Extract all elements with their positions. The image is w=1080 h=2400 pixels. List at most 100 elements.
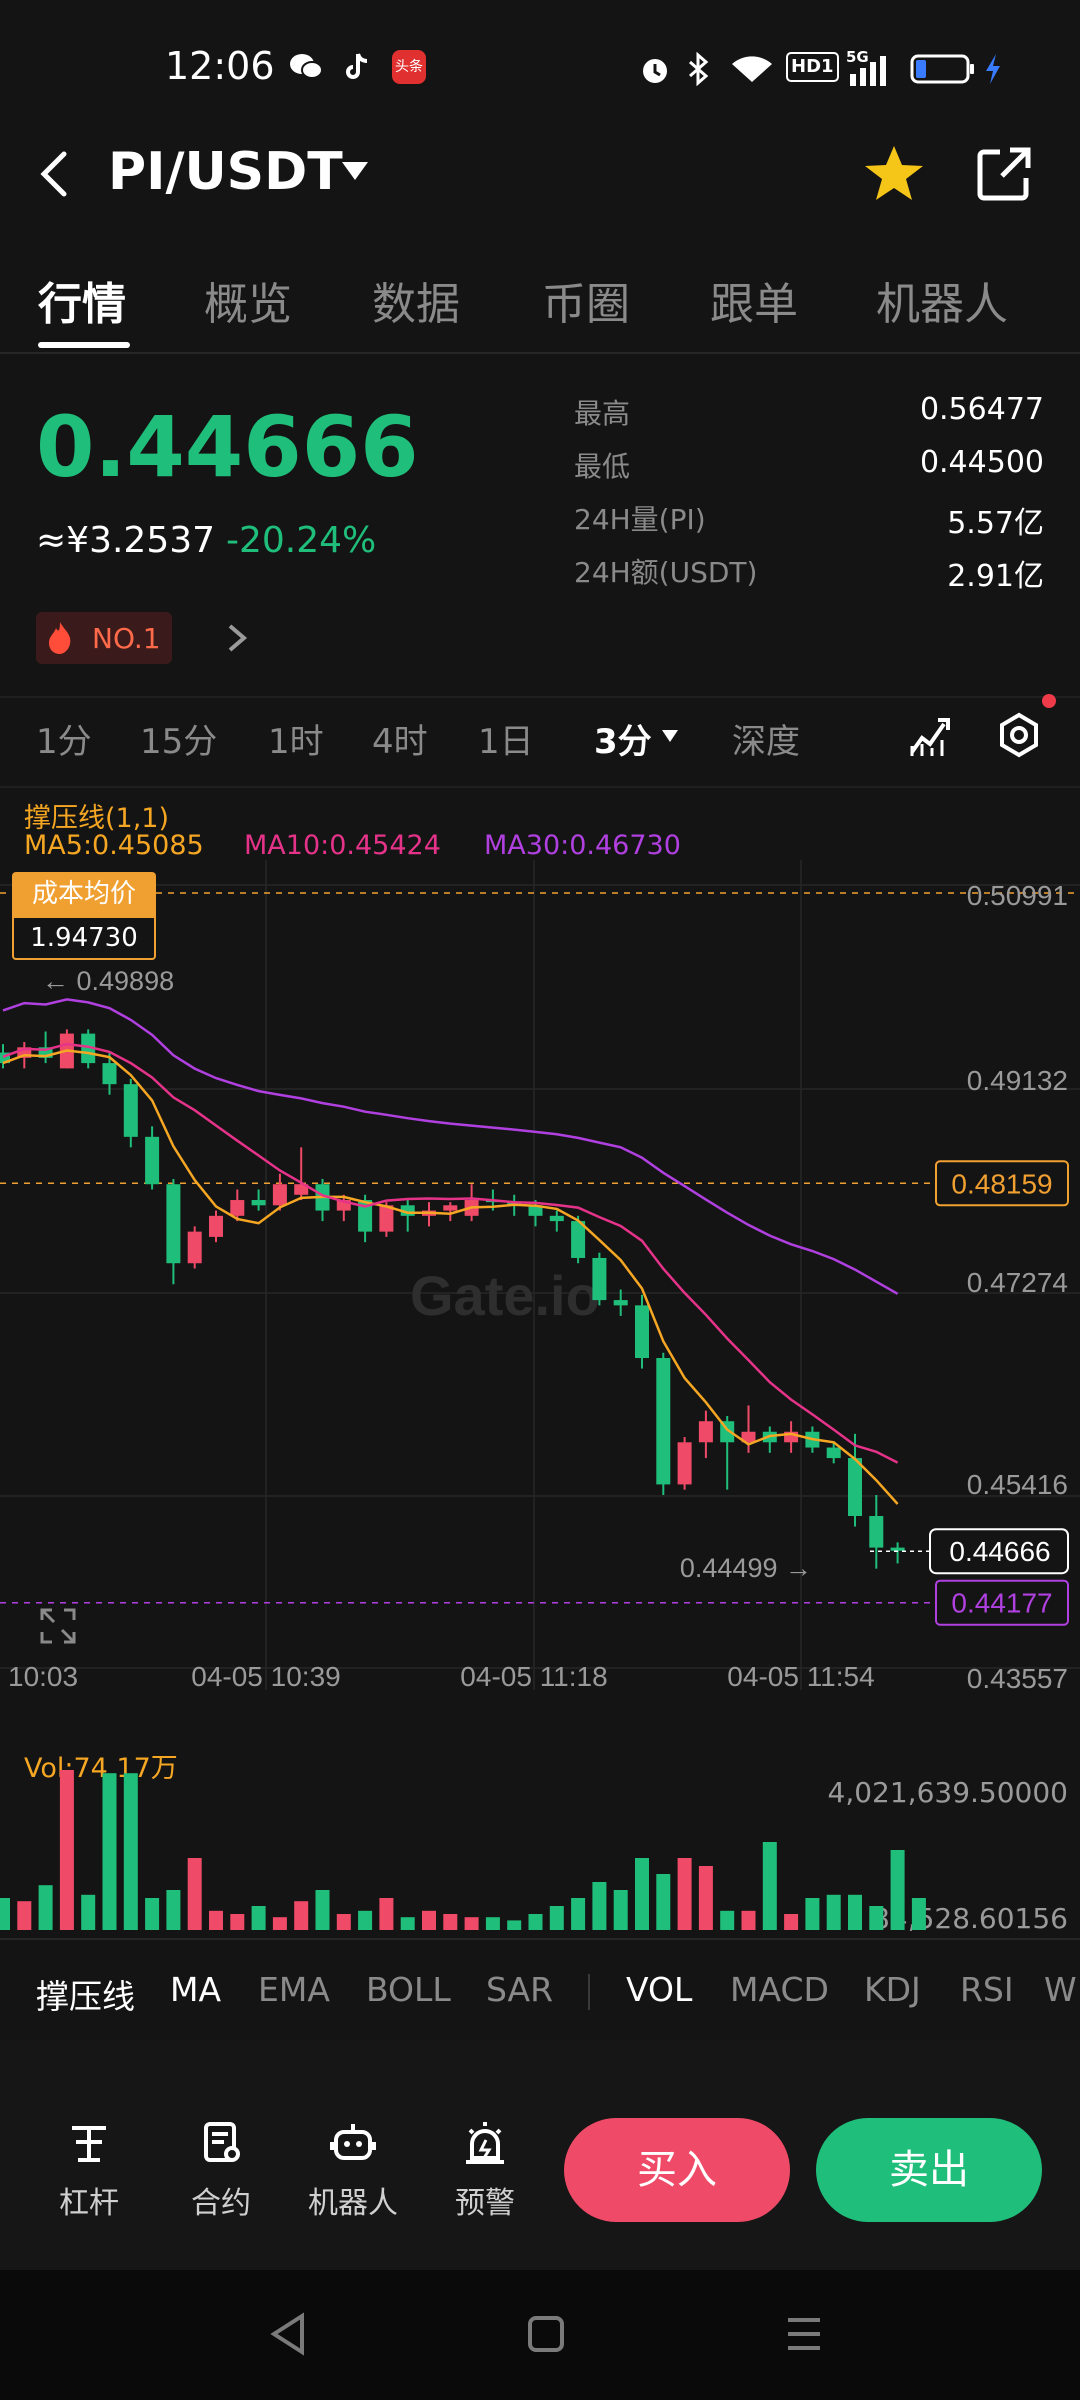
- sell-button[interactable]: 卖出: [816, 2118, 1042, 2222]
- battery-icon: [910, 52, 976, 84]
- ind-tab-support[interactable]: 撑压线: [36, 1977, 135, 2016]
- star-icon[interactable]: [862, 142, 926, 208]
- tool-alert[interactable]: 预警: [430, 2120, 540, 2222]
- candle-body: [400, 1205, 415, 1216]
- volume-bar: [145, 1898, 160, 1930]
- volume-bar: [81, 1894, 96, 1930]
- fire-icon: [46, 620, 74, 660]
- tool-contract[interactable]: 合约: [166, 2120, 276, 2222]
- volume-bar: [890, 1850, 905, 1930]
- high-marker: ← 0.49898: [42, 966, 174, 996]
- candle-body: [145, 1136, 160, 1185]
- divider: [0, 696, 1080, 698]
- ind-tab-rsi[interactable]: RSI: [960, 1970, 1014, 2009]
- candlestick-chart[interactable]: Gate.io 0.50991 0.49132 0.47274 0.45416 0.435…: [0, 860, 1080, 1690]
- y-tick-label: 0.43557: [967, 1663, 1068, 1690]
- tab-market[interactable]: 行情: [38, 279, 126, 330]
- candle-body: [166, 1184, 181, 1264]
- nav-back-icon[interactable]: [268, 2312, 308, 2360]
- volume-bar: [635, 1858, 649, 1930]
- indicator-icon[interactable]: [908, 712, 952, 762]
- volume-bar: [17, 1901, 32, 1930]
- ma5-legend: MA5:0.45085: [24, 830, 204, 861]
- interval-1h[interactable]: 1时: [268, 722, 324, 762]
- tool-robot[interactable]: 机器人: [298, 2120, 408, 2222]
- stat-low-value: 0.44500: [919, 445, 1044, 480]
- support-line-legend: 撑压线(1,1): [24, 803, 170, 834]
- volume-bar: [656, 1874, 671, 1930]
- stat-amount-label: 24H额(USDT): [574, 556, 758, 589]
- interval-1d[interactable]: 1日: [478, 722, 534, 762]
- ind-tab-boll[interactable]: BOLL: [366, 1970, 451, 2009]
- candle-body: [826, 1447, 841, 1459]
- ind-tab-macd[interactable]: MACD: [730, 1970, 829, 2009]
- x-tick-label: 10:03: [8, 1661, 78, 1690]
- tab-copytrade[interactable]: 跟单: [710, 279, 798, 330]
- interval-3m[interactable]: 3分: [594, 722, 652, 762]
- volume-max-label: 4,021,639.50000: [827, 1776, 1068, 1809]
- volume-bar: [592, 1882, 607, 1930]
- candle-body: [379, 1205, 394, 1232]
- fullscreen-icon[interactable]: [38, 1606, 78, 1650]
- tool-leverage[interactable]: 杠杆: [34, 2120, 144, 2222]
- stat-amount-value: 2.91亿: [947, 559, 1044, 594]
- rank-label: NO.1: [92, 622, 161, 655]
- divider: [0, 1938, 1080, 1940]
- nav-home-icon[interactable]: [526, 2314, 566, 2358]
- volume-chart: [0, 1770, 926, 1930]
- nav-menu-icon[interactable]: [784, 2314, 824, 2358]
- resistance-label: 0.48159: [951, 1168, 1052, 1199]
- volume-bar: [741, 1910, 756, 1930]
- tab-overview[interactable]: 概览: [204, 279, 292, 330]
- y-tick-label: 0.45416: [967, 1469, 1068, 1500]
- volume-bar: [166, 1890, 181, 1930]
- interval-depth[interactable]: 深度: [732, 722, 800, 762]
- x-tick-label: 04-05 10:39: [191, 1661, 340, 1690]
- candle-body: [741, 1431, 756, 1443]
- interval-15m[interactable]: 15分: [140, 722, 218, 762]
- volume-label: Vol:74.17万: [24, 1753, 178, 1784]
- ind-tab-ema[interactable]: EMA: [258, 1970, 330, 2009]
- candle-body: [677, 1442, 692, 1485]
- tab-community[interactable]: 币圈: [542, 279, 630, 330]
- contract-icon: [204, 2122, 240, 2162]
- pair-title[interactable]: PI/USDT: [108, 142, 343, 202]
- ind-tab-ma[interactable]: MA: [170, 1970, 222, 2009]
- ind-tab-vol[interactable]: VOL: [626, 1970, 693, 2009]
- tab-robot[interactable]: 机器人: [876, 279, 1008, 330]
- volume-bar: [230, 1914, 245, 1930]
- toutiao-icon: 头条: [392, 50, 426, 84]
- dropdown-icon[interactable]: [340, 160, 370, 186]
- ind-tab-more[interactable]: W: [1044, 1970, 1077, 2009]
- ma30-legend: MA30:0.46730: [484, 830, 681, 861]
- interval-1m[interactable]: 1分: [36, 722, 92, 762]
- interval-dropdown-icon[interactable]: [660, 728, 680, 748]
- share-icon[interactable]: [974, 144, 1034, 208]
- tab-data[interactable]: 数据: [372, 279, 460, 330]
- ind-tab-kdj[interactable]: KDJ: [864, 1970, 921, 2009]
- tool-leverage-label: 杠杆: [59, 2186, 119, 2221]
- indicator-tabs: 撑压线 MA EMA BOLL SAR VOL MACD KDJ RSI W: [0, 1960, 1080, 2030]
- ind-tab-sar[interactable]: SAR: [486, 1970, 554, 2009]
- candle-body: [81, 1033, 96, 1064]
- candle-body: [209, 1215, 223, 1237]
- volume-bar: [613, 1890, 628, 1930]
- candle-body: [294, 1184, 309, 1195]
- back-icon[interactable]: [34, 146, 74, 202]
- buy-button[interactable]: 买入: [564, 2118, 790, 2222]
- volume-bar: [59, 1770, 74, 1930]
- 5g-signal-icon: 5G: [846, 48, 890, 86]
- tiktok-icon: [340, 50, 374, 84]
- leverage-icon: [72, 2126, 106, 2162]
- robot-icon: [330, 2124, 376, 2160]
- rank-badge[interactable]: NO.1: [36, 612, 172, 664]
- last-price-box: [929, 1528, 1069, 1575]
- interval-4h[interactable]: 4时: [372, 722, 428, 762]
- cny-price: ≈¥3.2537: [36, 520, 216, 561]
- settings-icon[interactable]: [996, 712, 1042, 762]
- volume-bar: [358, 1910, 373, 1930]
- volume-bar: [549, 1906, 564, 1930]
- y-tick-label: 0.49132: [967, 1065, 1068, 1096]
- chevron-right-icon[interactable]: [226, 622, 248, 658]
- candle-body: [358, 1200, 373, 1232]
